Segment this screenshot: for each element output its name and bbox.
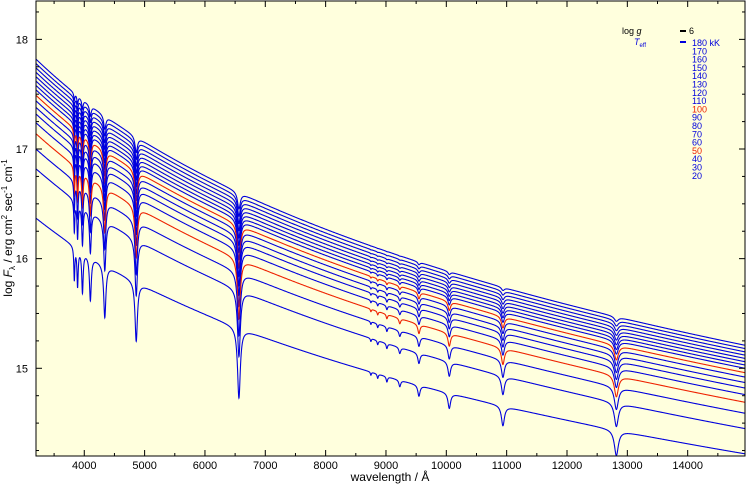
y-tick-label: 15	[16, 363, 28, 375]
legend-entry: 90	[692, 113, 702, 123]
legend-entry: 80	[692, 121, 702, 131]
legend-teff-label: Teff	[634, 37, 646, 49]
legend-teff-t: T	[634, 37, 641, 47]
y-tick-label: 18	[16, 34, 28, 46]
series-line-30kK	[36, 168, 745, 430]
legend-entry: 160	[692, 55, 707, 65]
x-tick-label: 5000	[132, 460, 156, 472]
legend-entry: 110	[692, 96, 706, 106]
legend-entry: 20	[692, 171, 702, 181]
legend-logg-log: log	[622, 26, 637, 36]
series-line-180kK	[36, 58, 745, 346]
series-line-160kK	[36, 67, 745, 353]
plot-frame	[35, 0, 746, 457]
series-line-170kK	[36, 63, 745, 350]
series-line-60kK	[36, 122, 745, 396]
legend-entry: 170	[692, 46, 707, 56]
ticks-layer: 4000 5000 6000 7000 8000 9000 10000 11000 12000 1…	[16, 1, 745, 472]
legend-entry: 40	[692, 154, 702, 164]
x-tick-label: 9000	[374, 460, 398, 472]
x-tick-label: 12000	[552, 460, 583, 472]
x-tick-label: 4000	[72, 460, 96, 472]
y-title-mid3: cm	[1, 166, 15, 185]
y-axis-title: log Fλ / erg cm2 sec-1 cm-1	[0, 159, 17, 297]
legend-entry: 30	[692, 163, 702, 173]
series-line-50kK	[36, 133, 745, 403]
legend-entry: 70	[692, 129, 702, 139]
x-tick-label: 14000	[672, 460, 703, 472]
legend-entry: 120	[692, 88, 707, 98]
y-tick-label: 17	[16, 144, 28, 156]
series-line-40kK	[36, 148, 745, 414]
series-line-20kK	[36, 217, 745, 456]
legend-entry: 50	[692, 146, 702, 156]
series-line-150kK	[36, 71, 745, 356]
legend-teff-sub: eff	[640, 43, 647, 49]
legend-entry: 100	[692, 104, 707, 114]
x-tick-label: 13000	[612, 460, 643, 472]
legend-entry: 150	[692, 63, 707, 73]
legend-logg-g: g	[637, 26, 642, 36]
x-tick-label: 7000	[253, 460, 277, 472]
x-axis-title: wavelength / Å	[350, 469, 430, 484]
series-layer	[36, 58, 745, 456]
legend-entry: 180 kK	[692, 38, 720, 48]
y-tick-label: 16	[16, 254, 28, 266]
legend-entries: 180 kK1701601501401301201101009080706050…	[692, 38, 720, 181]
legend-entry: 60	[692, 138, 702, 148]
y-title-lambda: λ	[8, 266, 17, 270]
plot-background	[36, 1, 745, 456]
y-title-f: F	[1, 269, 15, 277]
y-title-mid: / erg cm	[1, 219, 15, 266]
legend-logg-value: 6	[689, 26, 694, 36]
y-title-mid2: sec	[1, 193, 15, 215]
legend-entry: 140	[692, 71, 707, 81]
y-title-supm1b: -1	[0, 159, 9, 167]
y-title-sup2: 2	[0, 214, 9, 219]
legend-logg-label: log g	[622, 26, 642, 36]
x-tick-label: 11000	[492, 460, 522, 472]
x-tick-label: 10000	[431, 460, 462, 472]
x-tick-label: 8000	[313, 460, 337, 472]
legend: log g 6 Teff 180 kK170160150140130120110…	[622, 26, 720, 181]
y-title-supm1: -1	[0, 185, 9, 193]
legend-entry: 130	[692, 80, 707, 90]
x-tick-label: 6000	[193, 460, 217, 472]
y-title-pre: log	[1, 277, 15, 296]
